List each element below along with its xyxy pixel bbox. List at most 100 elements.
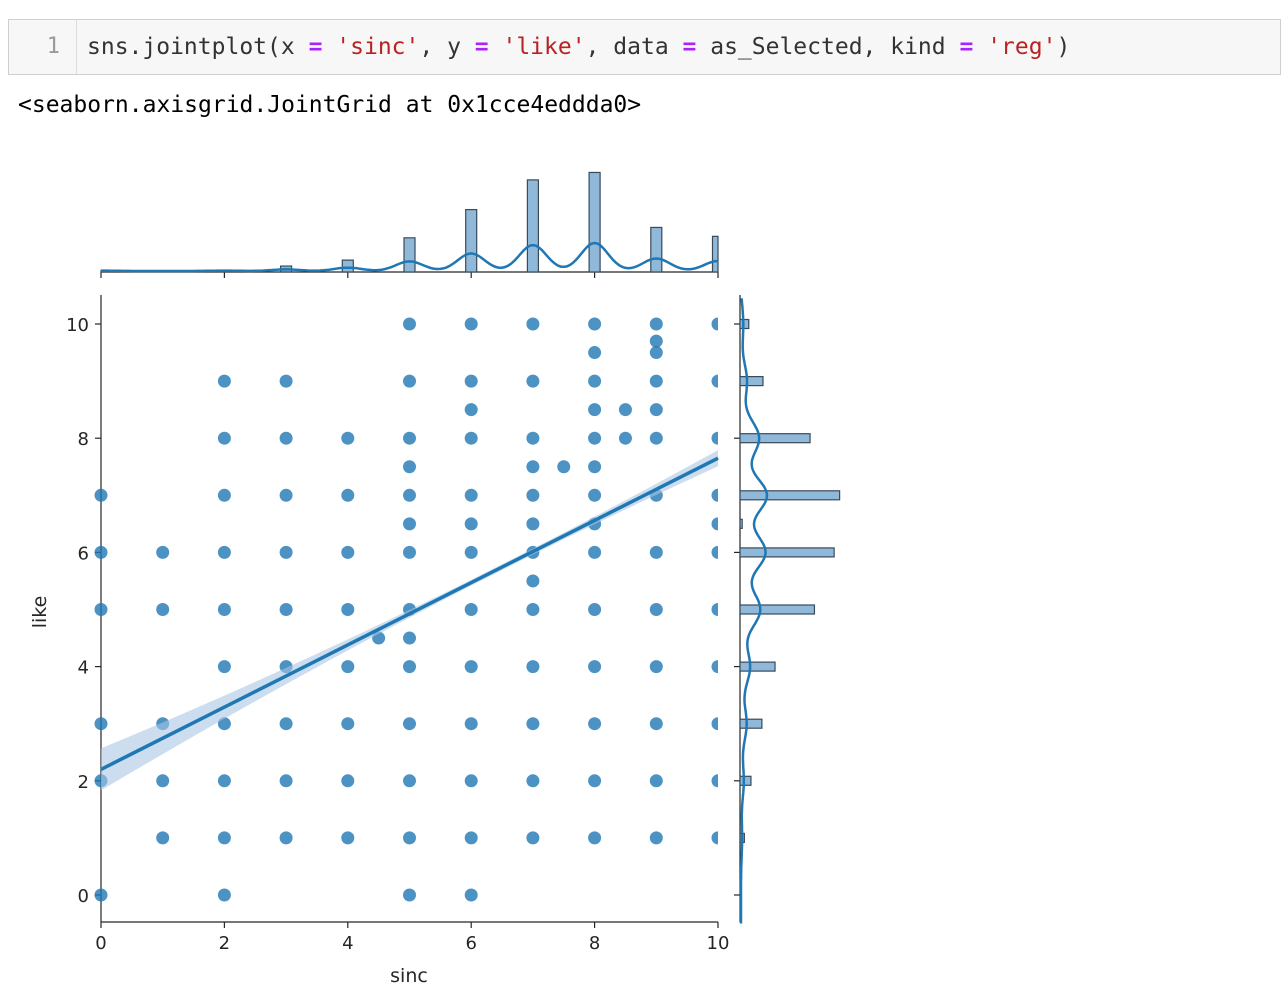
scatter-point: [711, 317, 718, 331]
marginal-x-bar: [526, 179, 540, 273]
y-tick-label: 4: [78, 658, 89, 679]
line-number: 1: [9, 20, 77, 74]
scatter-point: [403, 431, 416, 445]
scatter-point: [711, 717, 718, 731]
scatter-point: [618, 403, 632, 417]
scatter-point: [588, 545, 602, 559]
scatter-point: [711, 545, 718, 559]
scatter-point: [94, 717, 108, 731]
scatter-point: [156, 545, 170, 559]
scatter-point: [464, 774, 478, 788]
scatter-point: [341, 774, 355, 788]
scatter-point: [217, 545, 231, 559]
y-tick-label: 8: [78, 429, 89, 450]
scatter-point: [711, 431, 718, 445]
y-tick-label: 0: [78, 886, 89, 907]
scatter-point: [526, 574, 540, 588]
scatter-point: [403, 660, 416, 674]
scatter-point: [711, 488, 718, 502]
scatter-point: [526, 517, 540, 531]
marginal-y-bar: [739, 547, 835, 558]
code-line[interactable]: sns.jointplot(x = 'sinc', y = 'like', da…: [87, 20, 1070, 74]
scatter-point: [279, 717, 293, 731]
code-token: , y: [419, 34, 475, 60]
scatter-point: [588, 774, 602, 788]
marginal-y-bar: [739, 490, 841, 501]
scatter-point: [588, 374, 602, 388]
cell-output: <seaborn.axisgrid.JointGrid at 0x1cce4ed…: [18, 92, 642, 118]
scatter-point: [341, 717, 355, 731]
x-tick-label: 0: [95, 933, 106, 954]
scatter-point: [526, 831, 540, 845]
scatter-point: [526, 431, 540, 445]
scatter-point: [588, 717, 602, 731]
scatter-point: [711, 374, 718, 388]
scatter-point: [711, 517, 718, 531]
x-tick-label: 8: [589, 933, 600, 954]
scatter-point: [588, 603, 602, 616]
scatter-point: [403, 888, 416, 902]
regression-line: [100, 456, 719, 771]
scatter-point: [464, 717, 478, 731]
scatter-point: [649, 831, 663, 845]
scatter-point: [649, 334, 663, 348]
scatter-point: [526, 660, 540, 674]
scatter-point: [526, 460, 540, 474]
scatter-point: [217, 774, 231, 788]
scatter-point: [588, 403, 602, 417]
scatter-point: [464, 374, 478, 388]
scatter-point: [588, 831, 602, 845]
scatter-point: [341, 431, 355, 445]
scatter-point: [94, 888, 108, 902]
scatter-point: [279, 431, 293, 445]
scatter-point: [649, 431, 663, 445]
scatter-points: [94, 317, 718, 902]
marginal-y-bar: [739, 718, 763, 729]
code-token: ): [1056, 34, 1071, 60]
scatter-point: [341, 831, 355, 845]
scatter-point: [526, 374, 540, 388]
scatter-point: [403, 774, 416, 788]
marginal-y-bar: [739, 376, 764, 387]
scatter-point: [649, 660, 663, 674]
scatter-point: [464, 488, 478, 502]
scatter-point: [217, 431, 231, 445]
scatter-point: [156, 603, 170, 616]
code-string: 'sinc': [336, 34, 420, 60]
scatter-point: [403, 488, 416, 502]
x-tick-label: 6: [465, 933, 476, 954]
scatter-point: [217, 831, 231, 845]
y-axis-label: like: [29, 596, 51, 629]
scatter-point: [464, 317, 478, 331]
scatter-point: [403, 545, 416, 559]
scatter-point: [217, 603, 231, 616]
scatter-point: [618, 431, 632, 445]
scatter-point: [403, 460, 416, 474]
scatter-point: [649, 774, 663, 788]
code-token: as_Selected, kind: [696, 34, 960, 60]
x-axis-label: sinc: [390, 965, 428, 987]
y-tick-label: 6: [78, 543, 89, 564]
marginal-y-bar: [739, 433, 811, 444]
scatter-point: [464, 888, 478, 902]
scatter-point: [341, 603, 355, 616]
y-tick-label: 10: [66, 315, 89, 336]
joint-scatter-axes: 0 2 4 6 8 10 0 2 4 6 8 10: [66, 295, 729, 954]
scatter-point: [464, 660, 478, 674]
scatter-point: [557, 460, 571, 474]
scatter-point: [526, 488, 540, 502]
code-cell[interactable]: 1 sns.jointplot(x = 'sinc', y = 'like', …: [8, 19, 1281, 75]
scatter-point: [649, 346, 663, 360]
scatter-point: [649, 403, 663, 417]
scatter-point: [279, 488, 293, 502]
scatter-point: [711, 774, 718, 788]
scatter-point: [464, 403, 478, 417]
code-string: 'like': [502, 34, 586, 60]
marginal-x-bar: [588, 171, 601, 273]
scatter-point: [649, 545, 663, 559]
scatter-point: [156, 831, 170, 845]
scatter-point: [217, 374, 231, 388]
scatter-point: [341, 545, 355, 559]
scatter-point: [649, 603, 663, 616]
scatter-point: [588, 460, 602, 474]
